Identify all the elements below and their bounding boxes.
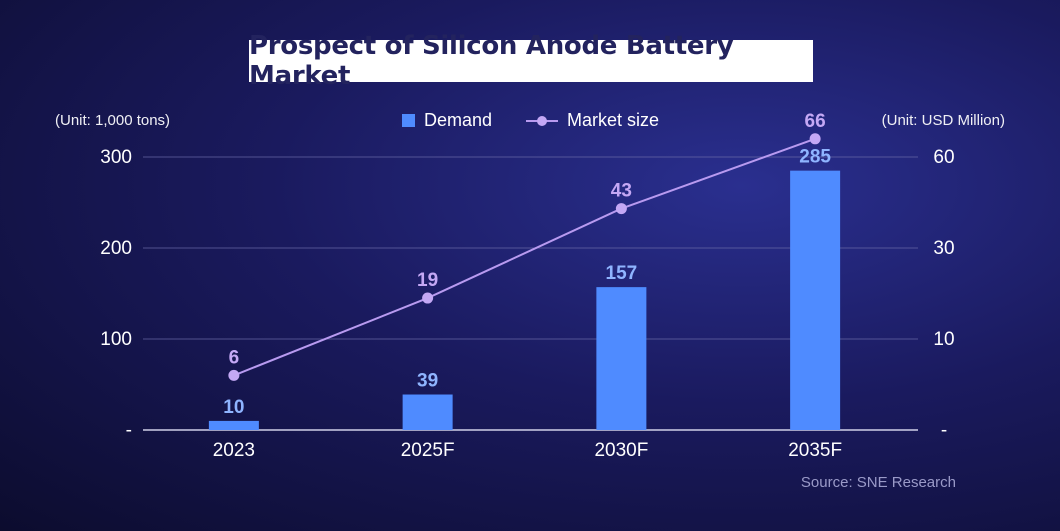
right-axis-tick-label: 30 bbox=[933, 238, 954, 259]
x-axis-tick-label: 2035F bbox=[788, 440, 842, 461]
right-axis-tick-label: - bbox=[941, 420, 947, 441]
demand-data-label: 285 bbox=[799, 147, 831, 168]
right-axis-tick-label: 10 bbox=[933, 329, 954, 350]
left-axis-tick-label: - bbox=[126, 420, 132, 441]
demand-bar bbox=[790, 170, 841, 430]
market-size-point bbox=[422, 292, 434, 304]
legend: Demand Market size bbox=[402, 110, 693, 131]
source-note: Source: SNE Research bbox=[800, 474, 956, 491]
market-size-point bbox=[615, 203, 627, 215]
legend-item-market-size: Market size bbox=[526, 110, 659, 131]
demand-bar bbox=[208, 420, 259, 430]
demand-bar bbox=[596, 287, 647, 430]
market-size-data-label: 6 bbox=[229, 347, 240, 368]
right-axis-tick-label: 60 bbox=[933, 147, 954, 168]
left-axis-tick-label: 300 bbox=[100, 147, 132, 168]
market-size-data-label: 43 bbox=[611, 181, 632, 202]
legend-label-market-size: Market size bbox=[567, 110, 660, 130]
x-axis-tick-label: 2025F bbox=[401, 440, 455, 461]
legend-bar-swatch bbox=[402, 114, 415, 127]
demand-bar bbox=[402, 394, 453, 430]
x-axis-tick-label: 2023 bbox=[213, 440, 255, 461]
x-axis-tick-label: 2030F bbox=[594, 440, 648, 461]
left-axis-tick-label: 200 bbox=[100, 238, 132, 259]
left-axis-unit-label: (Unit: 1,000 tons) bbox=[55, 112, 171, 129]
legend-item-demand: Demand bbox=[402, 110, 492, 131]
market-size-point bbox=[809, 133, 821, 145]
demand-data-label: 157 bbox=[606, 263, 638, 284]
market-size-data-label: 19 bbox=[417, 270, 438, 291]
market-size-line bbox=[233, 137, 816, 377]
market-size-point bbox=[228, 369, 240, 381]
legend-label-demand: Demand bbox=[424, 110, 493, 130]
legend-line-swatch bbox=[526, 115, 559, 126]
right-axis-unit-label: (Unit: USD Million) bbox=[881, 112, 1005, 129]
left-axis-tick-label: 100 bbox=[100, 329, 132, 350]
market-size-data-label: 66 bbox=[805, 111, 826, 132]
demand-data-label: 39 bbox=[417, 371, 438, 392]
demand-data-label: 10 bbox=[223, 397, 244, 418]
